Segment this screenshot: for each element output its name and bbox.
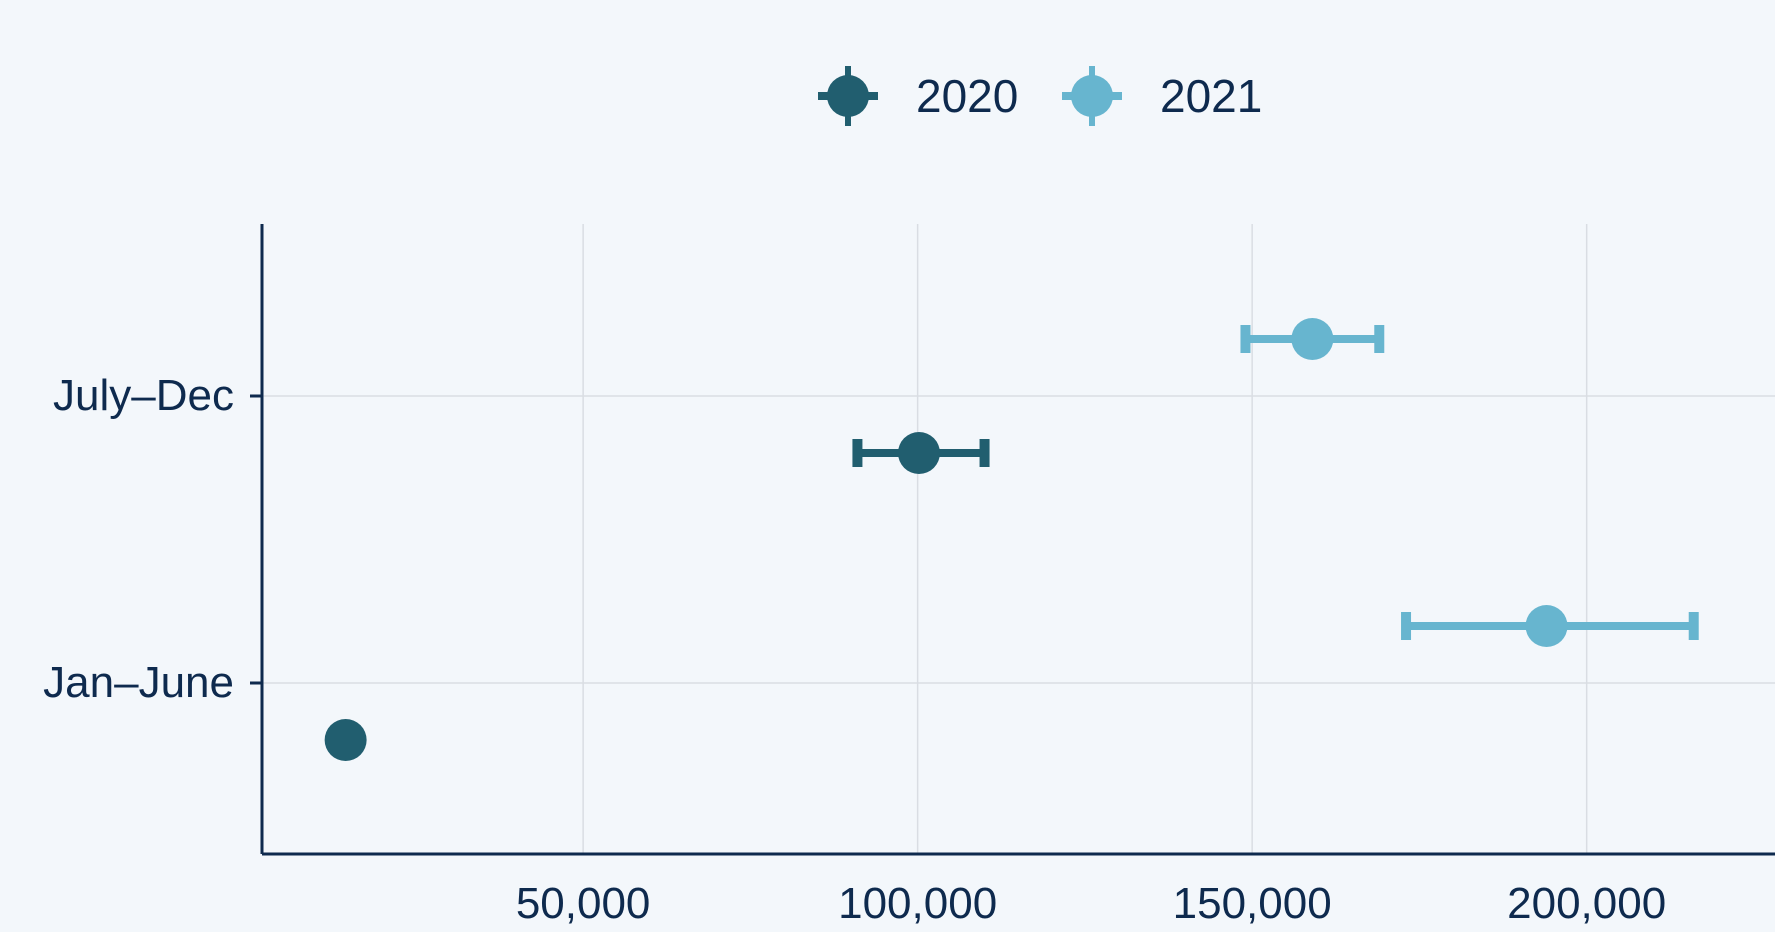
x-tick-label: 150,000 bbox=[1173, 879, 1332, 927]
x-tick-label: 200,000 bbox=[1507, 879, 1666, 927]
legend-marker bbox=[1071, 75, 1113, 117]
legend-label: 2020 bbox=[916, 70, 1018, 122]
data-point bbox=[324, 719, 367, 761]
y-tick-label: Jan–June bbox=[43, 658, 234, 707]
data-point bbox=[897, 432, 940, 474]
y-tick-label: July–Dec bbox=[53, 371, 234, 420]
data-point bbox=[1291, 318, 1334, 360]
data-point bbox=[1525, 605, 1568, 647]
legend-marker bbox=[827, 75, 869, 117]
legend-label: 2021 bbox=[1160, 70, 1262, 122]
x-tick-label: 50,000 bbox=[516, 879, 651, 927]
x-tick-label: 100,000 bbox=[838, 879, 997, 927]
